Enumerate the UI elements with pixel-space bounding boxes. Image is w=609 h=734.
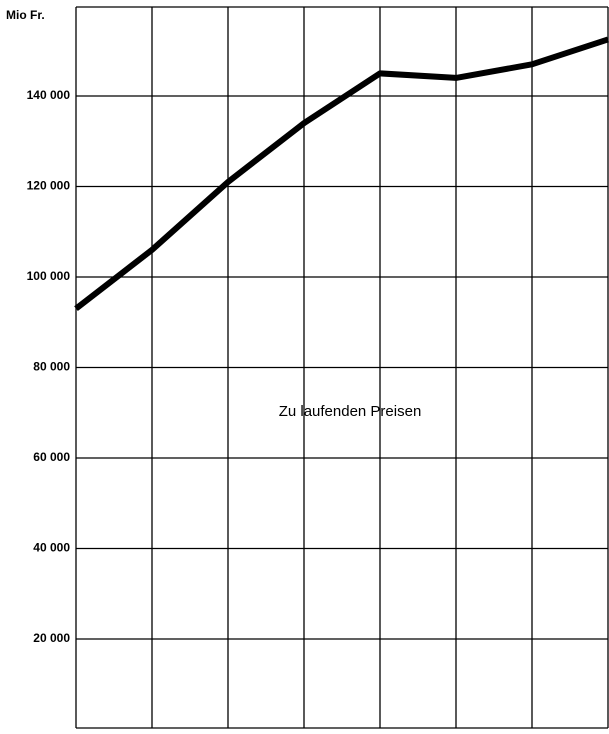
y-axis-label: Mio Fr. (6, 8, 45, 22)
y-tick-label: 20 000 (33, 631, 70, 645)
y-tick-label: 100 000 (27, 269, 71, 283)
y-tick-label: 80 000 (33, 360, 70, 374)
y-tick-label: 60 000 (33, 450, 70, 464)
y-tick-label: 120 000 (27, 179, 71, 193)
y-tick-label: 140 000 (27, 88, 71, 102)
line-series (74, 36, 609, 312)
y-tick-label: 40 000 (33, 541, 70, 555)
annotation: Zu laufenden Preisen (279, 403, 422, 420)
